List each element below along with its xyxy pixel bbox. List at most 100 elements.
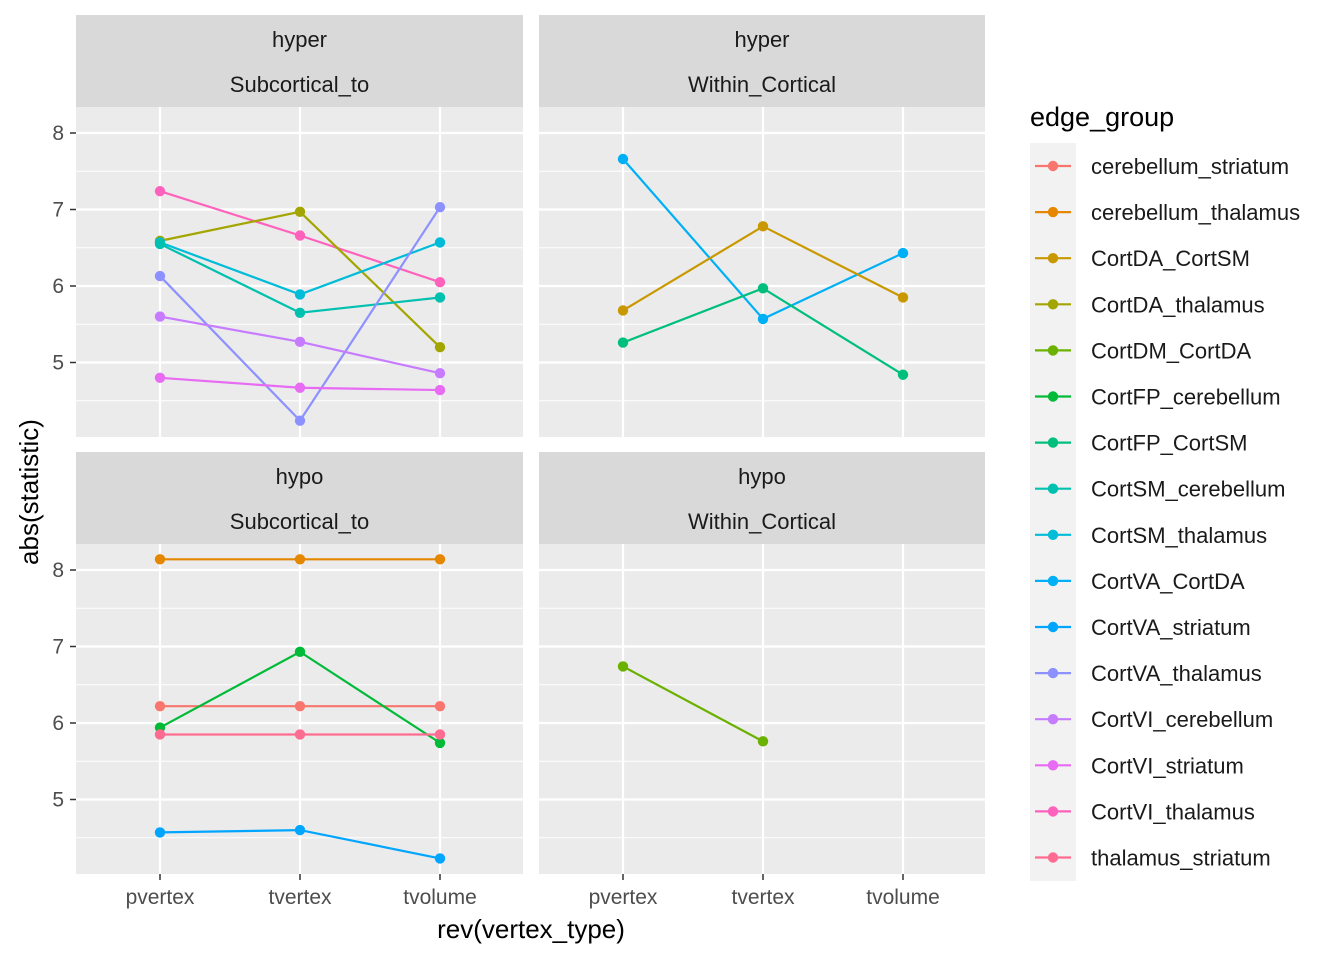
data-point <box>294 307 306 318</box>
series-CortDM_CortDA <box>617 661 769 747</box>
data-point <box>294 646 306 658</box>
data-point <box>897 292 909 303</box>
legend-label: CortVI_striatum <box>1091 753 1244 778</box>
y-tick-label: 7 <box>52 636 64 659</box>
facet-panel-hypo-Subcortical_to: hypo Subcortical_to <box>76 452 523 874</box>
legend-key-point <box>1047 206 1059 218</box>
legend-label: CortVA_thalamus <box>1091 661 1262 686</box>
legend-title: edge_group <box>1030 102 1174 132</box>
strip-label-row: hypo <box>276 464 324 489</box>
data-point <box>154 311 166 322</box>
data-point <box>154 270 166 282</box>
data-point <box>154 554 166 565</box>
legend-item: cerebellum_striatum <box>1035 154 1289 179</box>
data-point <box>294 554 306 565</box>
strip-label-col: Subcortical_to <box>230 72 369 97</box>
data-point <box>294 230 306 241</box>
x-tick-label: pvertex <box>589 886 658 909</box>
data-point <box>434 276 446 288</box>
legend-key-point <box>1047 483 1059 494</box>
data-point <box>434 700 446 712</box>
legend-label: CortDM_CortDA <box>1091 338 1251 363</box>
data-point <box>897 247 909 259</box>
data-point <box>757 283 769 294</box>
data-point <box>434 384 446 396</box>
legend-item: CortVI_striatum <box>1035 753 1244 778</box>
data-point <box>294 382 306 393</box>
data-point <box>617 661 629 672</box>
legend-key-point <box>1047 667 1059 679</box>
facet-panel-hypo-Within_Cortical: hypo Within_Cortical <box>539 452 985 874</box>
data-point <box>434 237 446 248</box>
series-cerebellum_striatum <box>154 700 446 712</box>
y-tick-label: 7 <box>52 199 64 222</box>
data-point <box>617 305 629 316</box>
legend-key-point <box>1047 160 1059 172</box>
legend-item: cerebellum_thalamus <box>1035 200 1300 225</box>
legend-item: CortFP_CortSM <box>1035 431 1247 456</box>
legend-label: CortVA_striatum <box>1091 615 1251 640</box>
legend-label: CortSM_thalamus <box>1091 523 1267 548</box>
legend-key-point <box>1047 345 1059 356</box>
facet-panel-hyper-Subcortical_to: hyper Subcortical_to <box>76 15 523 437</box>
data-point <box>757 313 769 325</box>
legend-label: cerebellum_striatum <box>1091 154 1289 179</box>
legend-label: CortFP_cerebellum <box>1091 385 1281 410</box>
legend-key-point <box>1047 575 1059 587</box>
data-point <box>434 729 446 740</box>
strip-label-row: hyper <box>734 27 789 52</box>
legend-item: CortVA_CortDA <box>1035 569 1245 594</box>
facet-strip <box>539 452 985 544</box>
data-point <box>294 729 306 740</box>
strip-label-row: hypo <box>738 464 786 489</box>
x-tick-label: tvertex <box>268 886 332 909</box>
data-point <box>617 337 629 348</box>
data-point <box>294 206 306 217</box>
legend-item: CortDA_thalamus <box>1035 292 1265 317</box>
data-point <box>154 238 166 250</box>
data-point <box>434 368 446 379</box>
series-cerebellum_thalamus <box>154 554 446 565</box>
legend-key-point <box>1047 621 1059 633</box>
legend-key-point <box>1047 760 1059 771</box>
series-CortSM_cerebellum <box>154 238 446 318</box>
facet-strip <box>76 15 523 107</box>
data-point <box>434 737 446 749</box>
data-point <box>434 342 446 353</box>
legend-label: thalamus_striatum <box>1091 846 1271 871</box>
data-point <box>154 827 166 838</box>
data-point <box>897 369 909 380</box>
strip-label-col: Within_Cortical <box>688 509 836 534</box>
legend-key-point <box>1047 391 1059 402</box>
legend-key-point <box>1047 529 1059 540</box>
legend-key-point <box>1047 714 1059 725</box>
y-axis-title: abs(statistic) <box>14 419 44 565</box>
x-tick-label: tvertex <box>731 886 795 909</box>
y-tick-label: 8 <box>52 559 64 582</box>
x-tick-label: pvertex <box>126 886 195 909</box>
legend-label: CortDA_CortSM <box>1091 246 1250 271</box>
legend-key-point <box>1047 806 1059 817</box>
legend-item: CortVI_cerebellum <box>1035 707 1273 732</box>
series-CortDA_CortSM <box>617 221 909 316</box>
legend-key-point <box>1047 852 1059 863</box>
y-tick-label: 5 <box>52 352 64 375</box>
data-point <box>757 221 769 232</box>
series-line <box>622 665 764 743</box>
x-axis-title: rev(vertex_type) <box>437 914 625 944</box>
data-point <box>434 853 446 864</box>
facet-strip <box>76 452 523 544</box>
data-point <box>617 153 629 165</box>
legend-item: CortDM_CortDA <box>1035 338 1251 363</box>
legend-key-point <box>1047 299 1059 310</box>
data-point <box>154 700 166 712</box>
strip-label-col: Within_Cortical <box>688 72 836 97</box>
legend-label: CortVI_thalamus <box>1091 799 1255 824</box>
legend-label: cerebellum_thalamus <box>1091 200 1300 225</box>
data-point <box>294 824 306 836</box>
legend-label: CortDA_thalamus <box>1091 292 1265 317</box>
x-tick-label: tvolume <box>403 886 477 909</box>
legend-item: thalamus_striatum <box>1035 846 1271 871</box>
data-point <box>154 185 166 197</box>
